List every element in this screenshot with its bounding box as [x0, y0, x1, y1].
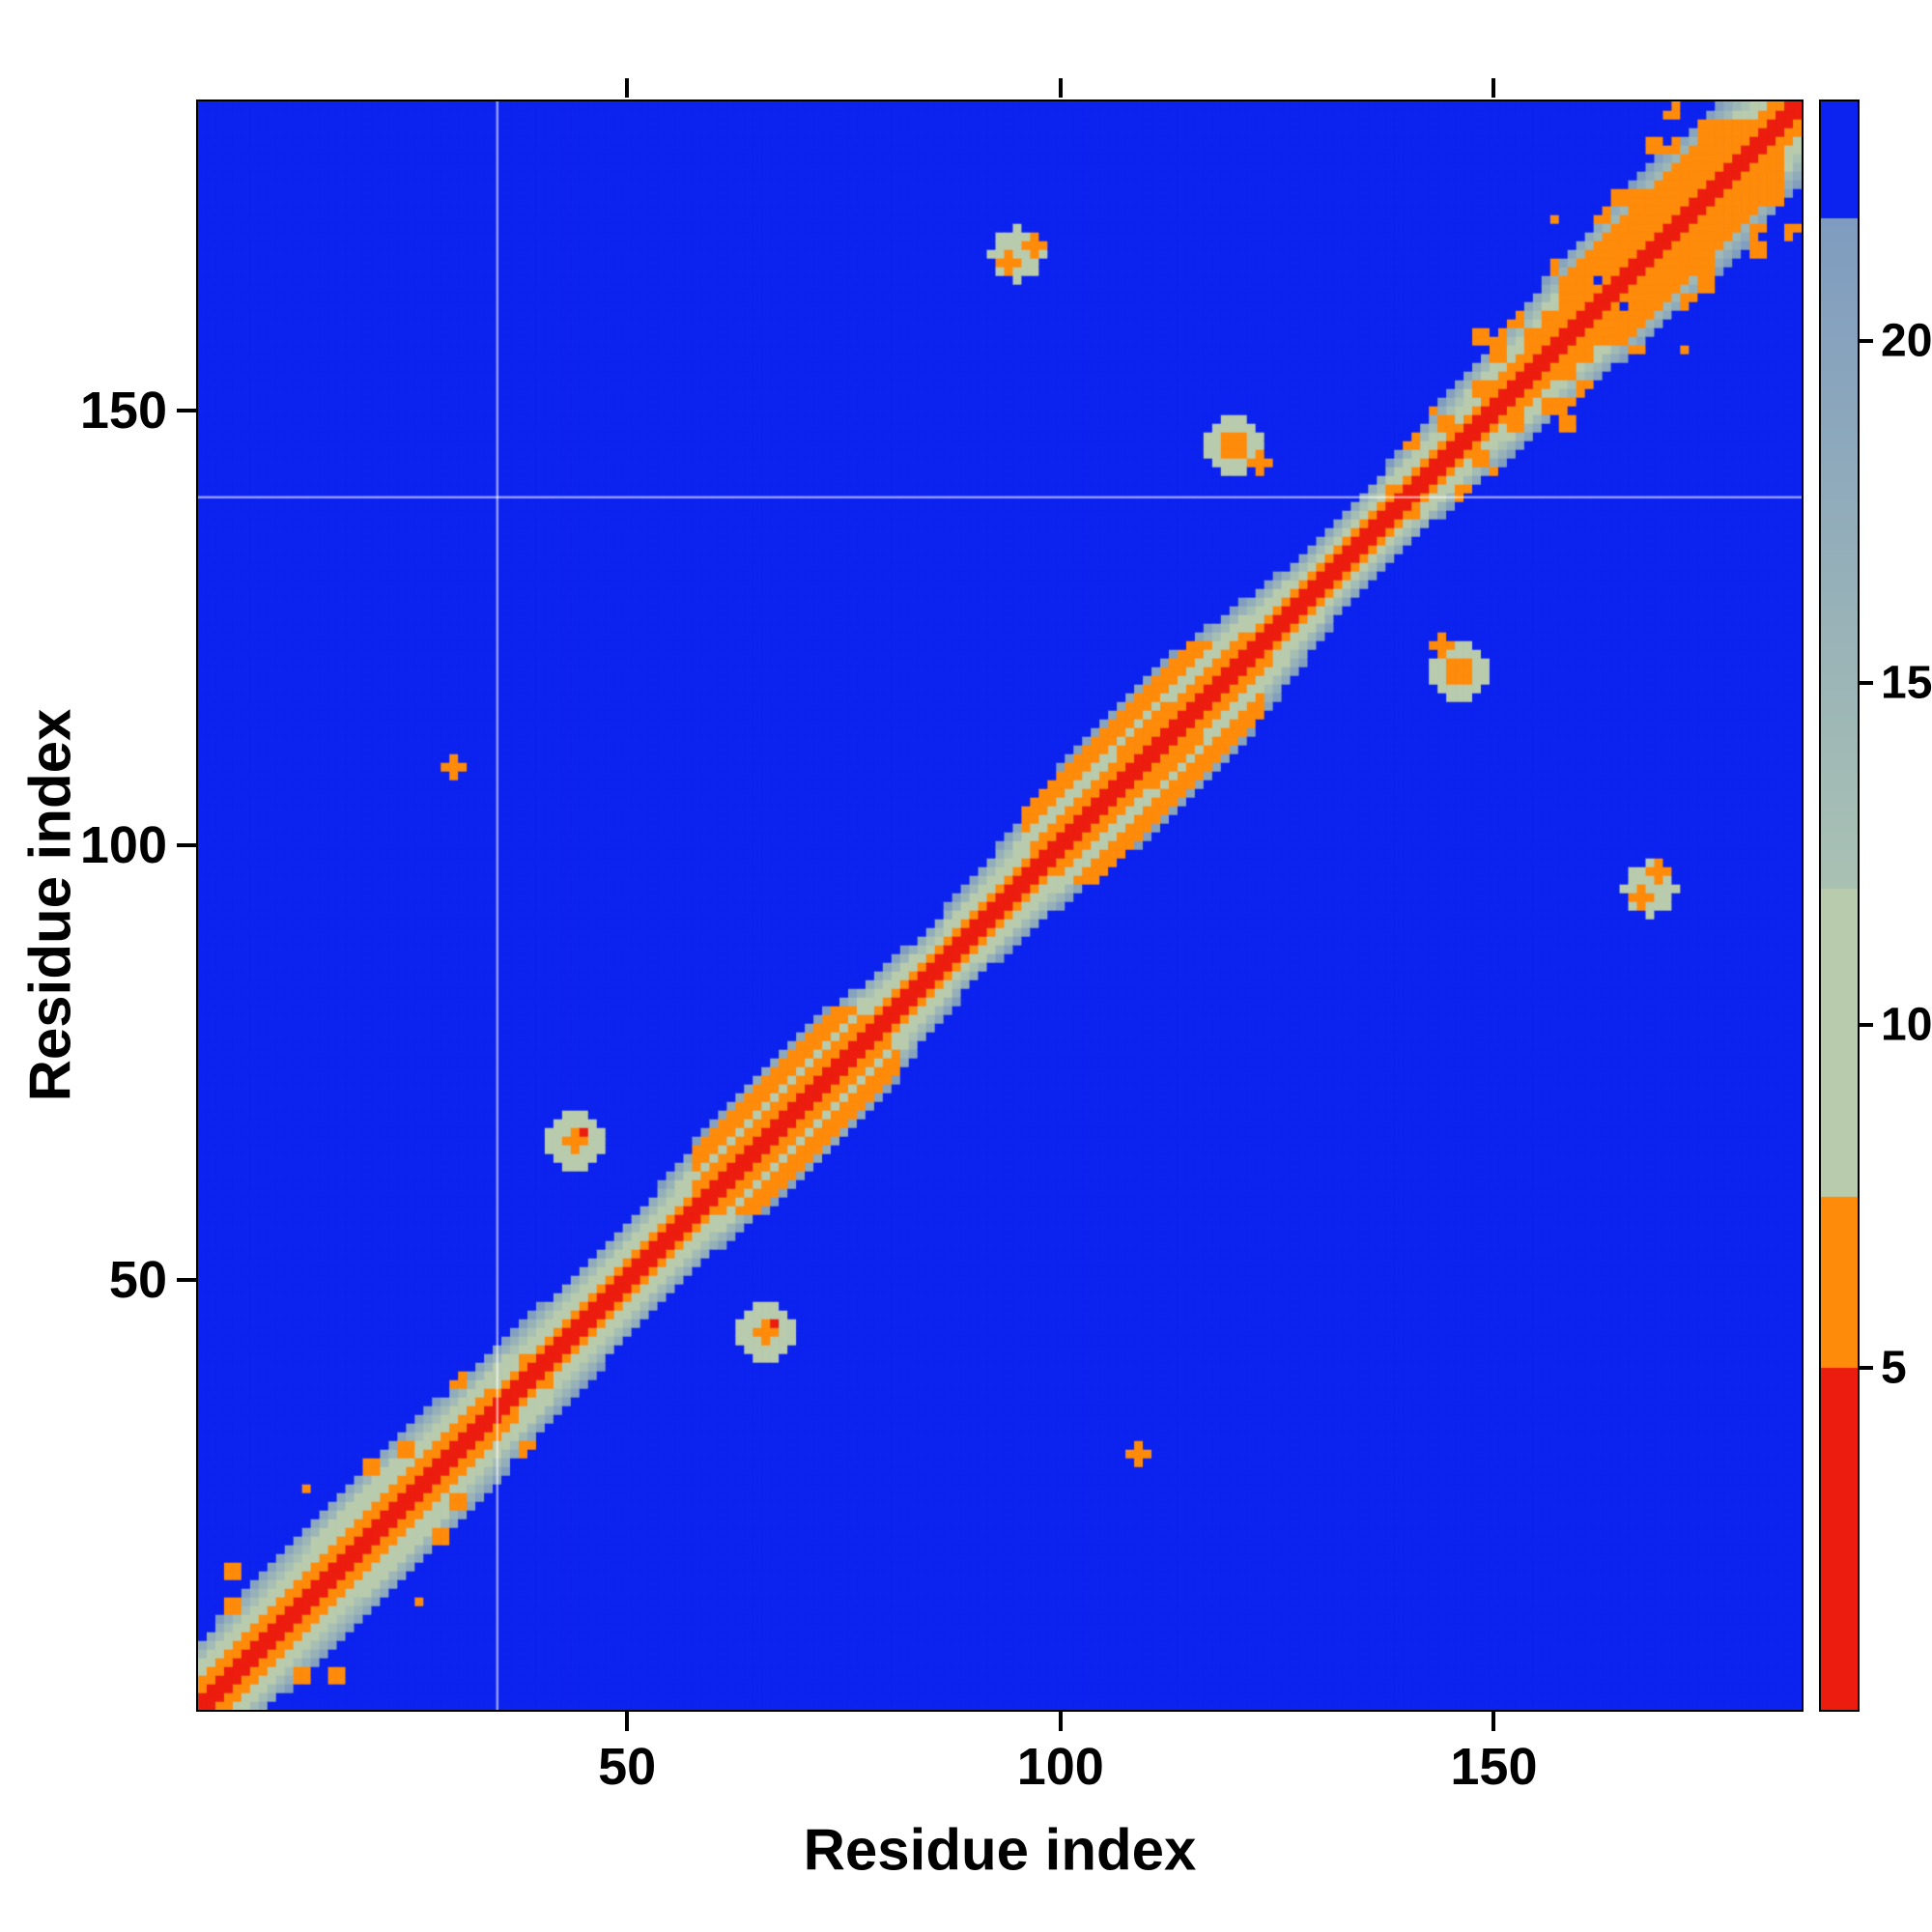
x-tick-mark-top — [1492, 78, 1496, 98]
x-tick-label: 100 — [1016, 1738, 1104, 1796]
colorbar-tick-label: 5 — [1881, 1342, 1907, 1394]
x-tick-mark — [625, 1712, 630, 1731]
plot-area — [196, 99, 1804, 1712]
x-tick-mark-top — [1058, 78, 1063, 98]
colorbar-tick-label: 10 — [1881, 999, 1932, 1051]
y-tick-mark — [177, 842, 196, 847]
y-tick-mark — [177, 1277, 196, 1282]
y-axis-label: Residue index — [17, 708, 83, 1102]
y-tick-label: 100 — [79, 815, 167, 874]
x-axis-label: Residue index — [803, 1817, 1197, 1883]
x-tick-label: 150 — [1450, 1738, 1538, 1796]
x-tick-mark — [1492, 1712, 1496, 1731]
colorbar-tick-label: 15 — [1881, 657, 1932, 709]
y-tick-mark — [177, 408, 196, 412]
colorbar-tick-label: 20 — [1881, 315, 1932, 367]
heatmap-canvas — [198, 101, 1802, 1710]
y-tick-label: 50 — [108, 1250, 167, 1309]
x-tick-label: 50 — [598, 1738, 657, 1796]
colorbar-tick-mark — [1860, 338, 1873, 343]
x-tick-mark-top — [625, 78, 630, 98]
colorbar-tick-mark — [1860, 1023, 1873, 1028]
y-tick-label: 150 — [79, 381, 167, 440]
x-tick-mark — [1058, 1712, 1063, 1731]
colorbar-tick-mark — [1860, 681, 1873, 686]
colorbar — [1819, 99, 1860, 1712]
colorbar-tick-mark — [1860, 1365, 1873, 1370]
colorbar-canvas — [1821, 101, 1858, 1710]
